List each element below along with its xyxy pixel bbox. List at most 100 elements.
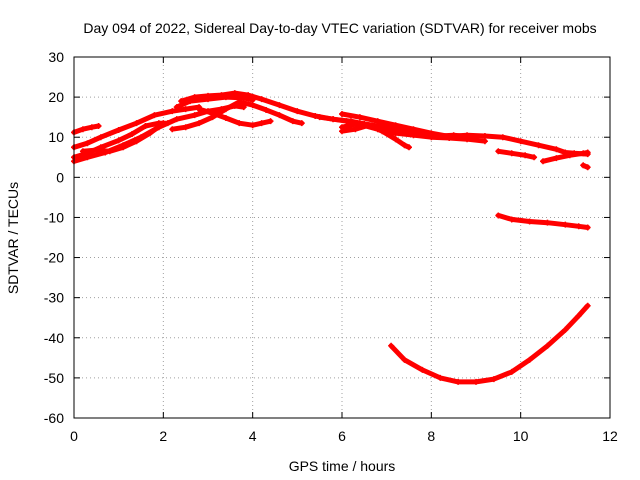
data-point bbox=[88, 124, 95, 131]
y-tick-label: -20 bbox=[44, 250, 64, 266]
y-tick-label: 0 bbox=[56, 169, 64, 185]
data-point bbox=[146, 130, 153, 137]
x-tick-label: 4 bbox=[249, 428, 257, 444]
y-tick-label: 20 bbox=[48, 89, 64, 105]
data-point bbox=[205, 96, 211, 103]
data-point bbox=[522, 152, 529, 159]
data-point bbox=[236, 120, 243, 127]
data-point bbox=[531, 154, 538, 161]
data-point bbox=[410, 126, 417, 133]
data-point bbox=[209, 110, 216, 117]
data-point bbox=[419, 366, 426, 373]
data-point bbox=[495, 148, 502, 155]
y-tick-label: -60 bbox=[44, 410, 64, 426]
data-point bbox=[222, 106, 229, 113]
x-tick-label: 10 bbox=[513, 428, 529, 444]
x-tick-label: 12 bbox=[602, 428, 618, 444]
data-point bbox=[562, 221, 569, 228]
data-point bbox=[584, 224, 591, 231]
data-point bbox=[169, 108, 176, 115]
data-point bbox=[249, 102, 256, 109]
data-point bbox=[499, 134, 506, 141]
x-tick-label: 8 bbox=[427, 428, 435, 444]
series-line-arc-l bbox=[339, 111, 591, 157]
series-line-arc-n bbox=[495, 148, 537, 160]
data-point bbox=[169, 126, 176, 133]
data-point bbox=[566, 152, 573, 159]
data-point bbox=[173, 116, 180, 123]
data-point bbox=[580, 162, 587, 169]
data-point bbox=[133, 120, 140, 127]
x-axis-title: GPS time / hours bbox=[289, 458, 396, 474]
data-point bbox=[352, 126, 359, 133]
data-point bbox=[584, 164, 591, 171]
data-point bbox=[187, 98, 194, 105]
data-point bbox=[401, 356, 408, 363]
data-point bbox=[356, 114, 363, 121]
data-point bbox=[196, 120, 203, 127]
data-point bbox=[481, 133, 488, 140]
y-tick-label: -50 bbox=[44, 370, 64, 386]
data-point bbox=[339, 110, 345, 117]
data-point bbox=[249, 96, 256, 103]
data-point bbox=[575, 312, 582, 319]
data-point bbox=[526, 356, 533, 363]
data-point bbox=[575, 223, 582, 230]
data-point bbox=[584, 149, 591, 156]
data-point bbox=[562, 326, 569, 333]
data-point bbox=[222, 114, 229, 121]
data-point bbox=[191, 112, 198, 119]
data-point bbox=[495, 212, 502, 219]
data-point bbox=[115, 137, 122, 144]
data-point bbox=[455, 378, 462, 385]
data-point bbox=[316, 114, 323, 121]
y-axis-title: SDTVAR / TECUs bbox=[5, 182, 21, 294]
data-point bbox=[312, 112, 319, 119]
data-point bbox=[553, 146, 560, 153]
data-point bbox=[392, 130, 399, 137]
data-point bbox=[508, 216, 515, 223]
data-point bbox=[298, 120, 305, 127]
data-point bbox=[196, 106, 203, 113]
data-point bbox=[410, 132, 417, 139]
data-point bbox=[263, 106, 270, 113]
data-point bbox=[388, 342, 395, 349]
data-point bbox=[249, 122, 256, 129]
y-tick-label: -40 bbox=[44, 330, 64, 346]
data-point bbox=[182, 106, 189, 113]
y-tick-label: -30 bbox=[44, 290, 64, 306]
data-point bbox=[106, 148, 113, 155]
data-point bbox=[508, 150, 515, 157]
axis-ticks: 0 2 4 6 8 10 12 -60 -50 -40 -30 -20 -10 0 10 20 30 bbox=[44, 49, 618, 444]
data-point bbox=[240, 94, 247, 101]
data-point bbox=[517, 138, 524, 145]
data-point bbox=[580, 150, 587, 157]
data-point bbox=[294, 108, 301, 115]
data-point bbox=[182, 124, 189, 131]
data-point bbox=[553, 155, 560, 162]
data-point bbox=[160, 120, 167, 127]
y-tick-label: -10 bbox=[44, 209, 64, 225]
data-point bbox=[79, 148, 86, 155]
data-point bbox=[392, 136, 399, 143]
data-point bbox=[330, 116, 337, 123]
data-point bbox=[446, 135, 453, 142]
data-point bbox=[84, 154, 91, 161]
data-point bbox=[406, 144, 412, 151]
data-point bbox=[142, 122, 149, 129]
data-point bbox=[267, 118, 274, 125]
data-point bbox=[151, 112, 158, 119]
data-point bbox=[508, 368, 515, 375]
data-point bbox=[464, 136, 471, 143]
x-tick-label: 0 bbox=[70, 428, 78, 444]
data-point bbox=[356, 121, 363, 128]
data-point bbox=[129, 131, 136, 138]
x-tick-label: 2 bbox=[159, 428, 167, 444]
data-point bbox=[473, 378, 479, 385]
grid-lines bbox=[74, 57, 610, 418]
data-point bbox=[276, 102, 283, 109]
data-point bbox=[401, 142, 408, 149]
data-point bbox=[115, 127, 122, 134]
y-tick-label: 10 bbox=[48, 129, 64, 145]
